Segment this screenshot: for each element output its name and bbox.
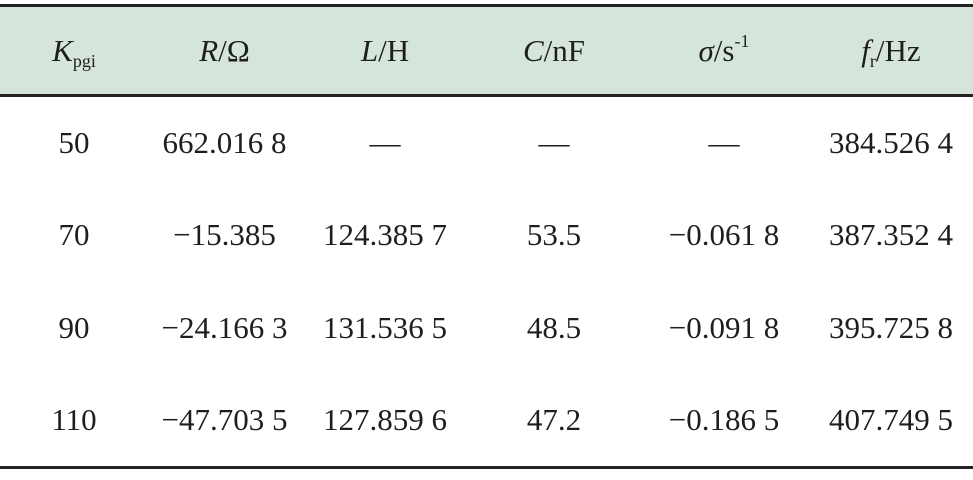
header-row: Kpgi R/Ω L/H C/nF σ/s-1 fr/Hz [0,4,973,97]
table-body: 50 662.016 8 — — — 384.526 4 70 −15.385 … [0,96,973,469]
cell-resistance: −24.166 3 [161,310,288,345]
cell-capacitance: — [538,124,570,160]
cell-frequency: 387.352 4 [829,217,953,252]
cell-frequency: 395.725 8 [829,310,953,345]
cell-resistance: 662.016 8 [162,124,287,160]
cell-kpgi: 50 [58,124,90,160]
header-resistance-unit: /Ω [218,32,250,68]
cell-frequency: 407.749 5 [809,374,973,469]
header-inductance-unit: /H [378,32,410,68]
cell-resistance: −47.703 5 [148,374,301,469]
header-frequency-symbol: f [861,32,870,68]
header-sigma-unit: /s [713,32,735,68]
header-capacitance: C/nF [469,4,639,97]
cell-capacitance: 48.5 [526,310,582,345]
table-row: 90 −24.166 3 131.536 5 48.5 −0.091 8 395… [0,282,973,375]
header-inductance: L/H [301,4,469,97]
cell-sigma: — [708,124,740,160]
cell-kpgi: 90 [58,310,90,345]
header-inductance-symbol: L [360,32,379,68]
cell-inductance: 127.859 6 [301,374,469,469]
table-row: 110 −47.703 5 127.859 6 47.2 −0.186 5 40… [0,374,973,469]
cell-sigma: −0.091 8 [668,310,780,345]
cell-kpgi: 110 [0,374,148,469]
header-kpgi: Kpgi [0,4,148,97]
cell-inductance: 131.536 5 [323,310,447,345]
table-header: Kpgi R/Ω L/H C/nF σ/s-1 fr/Hz [0,4,973,97]
table-row: 70 −15.385 124.385 7 53.5 −0.061 8 387.3… [0,189,973,282]
header-frequency: fr/Hz [809,4,973,97]
header-frequency-subscript: r [869,50,876,71]
header-resistance-symbol: R [199,32,219,68]
cell-inductance: — [369,124,401,160]
header-kpgi-symbol: K [52,32,73,68]
cell-sigma: −0.061 8 [668,217,780,252]
header-kpgi-subscript: pgi [72,50,96,71]
cell-capacitance: 47.2 [469,374,639,469]
header-sigma-symbol: σ [698,32,714,68]
header-sigma: σ/s-1 [639,4,809,97]
header-sigma-exponent: -1 [734,30,750,51]
cell-resistance: −15.385 [173,217,276,252]
data-table: Kpgi R/Ω L/H C/nF σ/s-1 fr/Hz 50 662.016… [0,4,973,469]
cell-capacitance: 53.5 [526,217,582,252]
header-resistance: R/Ω [148,4,301,97]
header-capacitance-unit: /nF [543,32,586,68]
cell-frequency: 384.526 4 [829,124,953,160]
table-row: 50 662.016 8 — — — 384.526 4 [0,96,973,189]
cell-sigma: −0.186 5 [639,374,809,469]
cell-kpgi: 70 [58,217,90,252]
header-capacitance-symbol: C [522,32,544,68]
cell-inductance: 124.385 7 [323,217,447,252]
header-frequency-unit: /Hz [875,32,921,68]
